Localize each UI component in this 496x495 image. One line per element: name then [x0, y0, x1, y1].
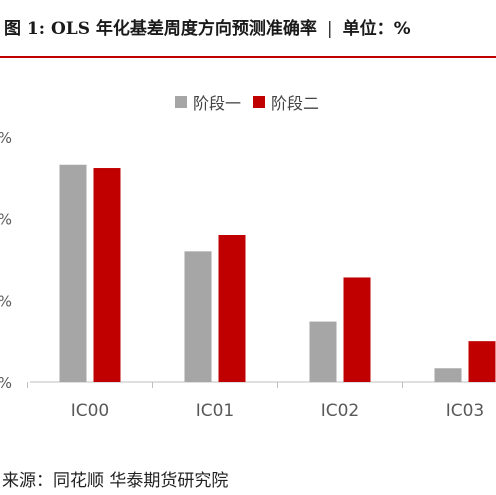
legend-item-series-2: 阶段二: [253, 90, 319, 114]
bar-series-1-ic03: [434, 368, 462, 382]
source-note: 来源：同花顺 华泰期货研究院: [2, 471, 229, 491]
x-tick-label-ic01: IC01: [196, 401, 235, 421]
legend-label-series-1: 阶段一: [193, 94, 242, 113]
unit-label: 单位：%: [342, 19, 411, 39]
legend-item-series-1: 阶段一: [175, 90, 241, 114]
y-tick-label-0: 0%: [0, 374, 12, 392]
bar-series-2-ic00: [93, 168, 121, 382]
bar-series-1-ic02: [309, 321, 337, 382]
y-tick-label-1: 25%: [0, 292, 12, 310]
x-tick-label-ic00: IC00: [71, 401, 110, 421]
bar-series-2-ic02: [343, 277, 371, 382]
x-tick-label-ic02: IC02: [321, 401, 360, 421]
y-tick-label-3: 75%: [0, 129, 12, 147]
caption-text: 图 1: OLS 年化基差周度方向预测准确率: [4, 19, 317, 39]
bar-series-1-ic00: [59, 164, 87, 382]
x-tick-label-ic03: IC03: [446, 401, 485, 421]
chart-legend: 阶段一 阶段二: [175, 90, 331, 114]
bar-series-2-ic01: [218, 235, 246, 382]
legend-swatch-series-2: [253, 96, 266, 108]
bar-series-1-ic01: [184, 251, 212, 382]
legend-swatch-series-1: [175, 96, 187, 108]
chart-caption: 图 1: OLS 年化基差周度方向预测准确率 | 单位：%: [4, 14, 411, 39]
title-divider: [0, 56, 496, 58]
caption-separator: |: [326, 19, 333, 39]
y-tick-label-2: 50%: [0, 211, 12, 229]
bar-series-2-ic03: [468, 341, 496, 382]
legend-label-series-2: 阶段二: [271, 94, 320, 113]
